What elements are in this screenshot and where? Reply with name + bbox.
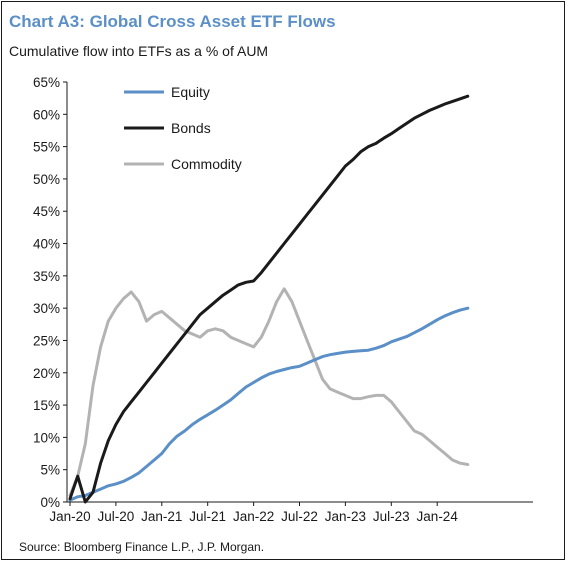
x-tick-label: Jan-23 bbox=[325, 509, 366, 524]
chart-source: Source: Bloomberg Finance L.P., J.P. Mor… bbox=[19, 540, 265, 554]
y-tick-label: 10% bbox=[33, 430, 60, 445]
y-tick-label: 55% bbox=[33, 140, 60, 155]
chart-title: Chart A3: Global Cross Asset ETF Flows bbox=[9, 12, 336, 31]
y-tick-label: 20% bbox=[33, 366, 60, 381]
y-tick-label: 35% bbox=[33, 269, 60, 284]
series-line-equity bbox=[68, 306, 470, 502]
y-tick-label: 25% bbox=[33, 333, 60, 348]
x-tick-label: Jul-23 bbox=[373, 509, 410, 524]
y-tick-label: 50% bbox=[33, 172, 60, 187]
y-tick-label: 45% bbox=[33, 204, 60, 219]
y-tick-label: 30% bbox=[33, 301, 60, 316]
y-tick-label: 0% bbox=[40, 495, 60, 510]
y-tick-label: 5% bbox=[40, 463, 60, 478]
legend-label-equity: Equity bbox=[171, 84, 210, 100]
y-tick-label: 65% bbox=[33, 75, 60, 90]
x-tick-label: Jan-21 bbox=[141, 509, 182, 524]
x-tick-label: Jan-20 bbox=[49, 509, 90, 524]
y-tick-label: 60% bbox=[33, 107, 60, 122]
chart-subtitle: Cumulative flow into ETFs as a % of AUM bbox=[9, 43, 269, 59]
x-tick-label: Jan-24 bbox=[417, 509, 459, 524]
x-tick-label: Jan-22 bbox=[233, 509, 274, 524]
y-tick-label: 40% bbox=[33, 237, 60, 252]
series-line-bonds bbox=[68, 94, 470, 504]
legend-label-commodity: Commodity bbox=[171, 156, 242, 172]
series-line-commodity bbox=[68, 287, 470, 497]
x-tick-label: Jul-22 bbox=[281, 509, 318, 524]
legend-label-bonds: Bonds bbox=[171, 120, 211, 136]
x-tick-label: Jul-21 bbox=[189, 509, 226, 524]
y-tick-label: 15% bbox=[33, 398, 60, 413]
x-tick-label: Jul-20 bbox=[98, 509, 135, 524]
